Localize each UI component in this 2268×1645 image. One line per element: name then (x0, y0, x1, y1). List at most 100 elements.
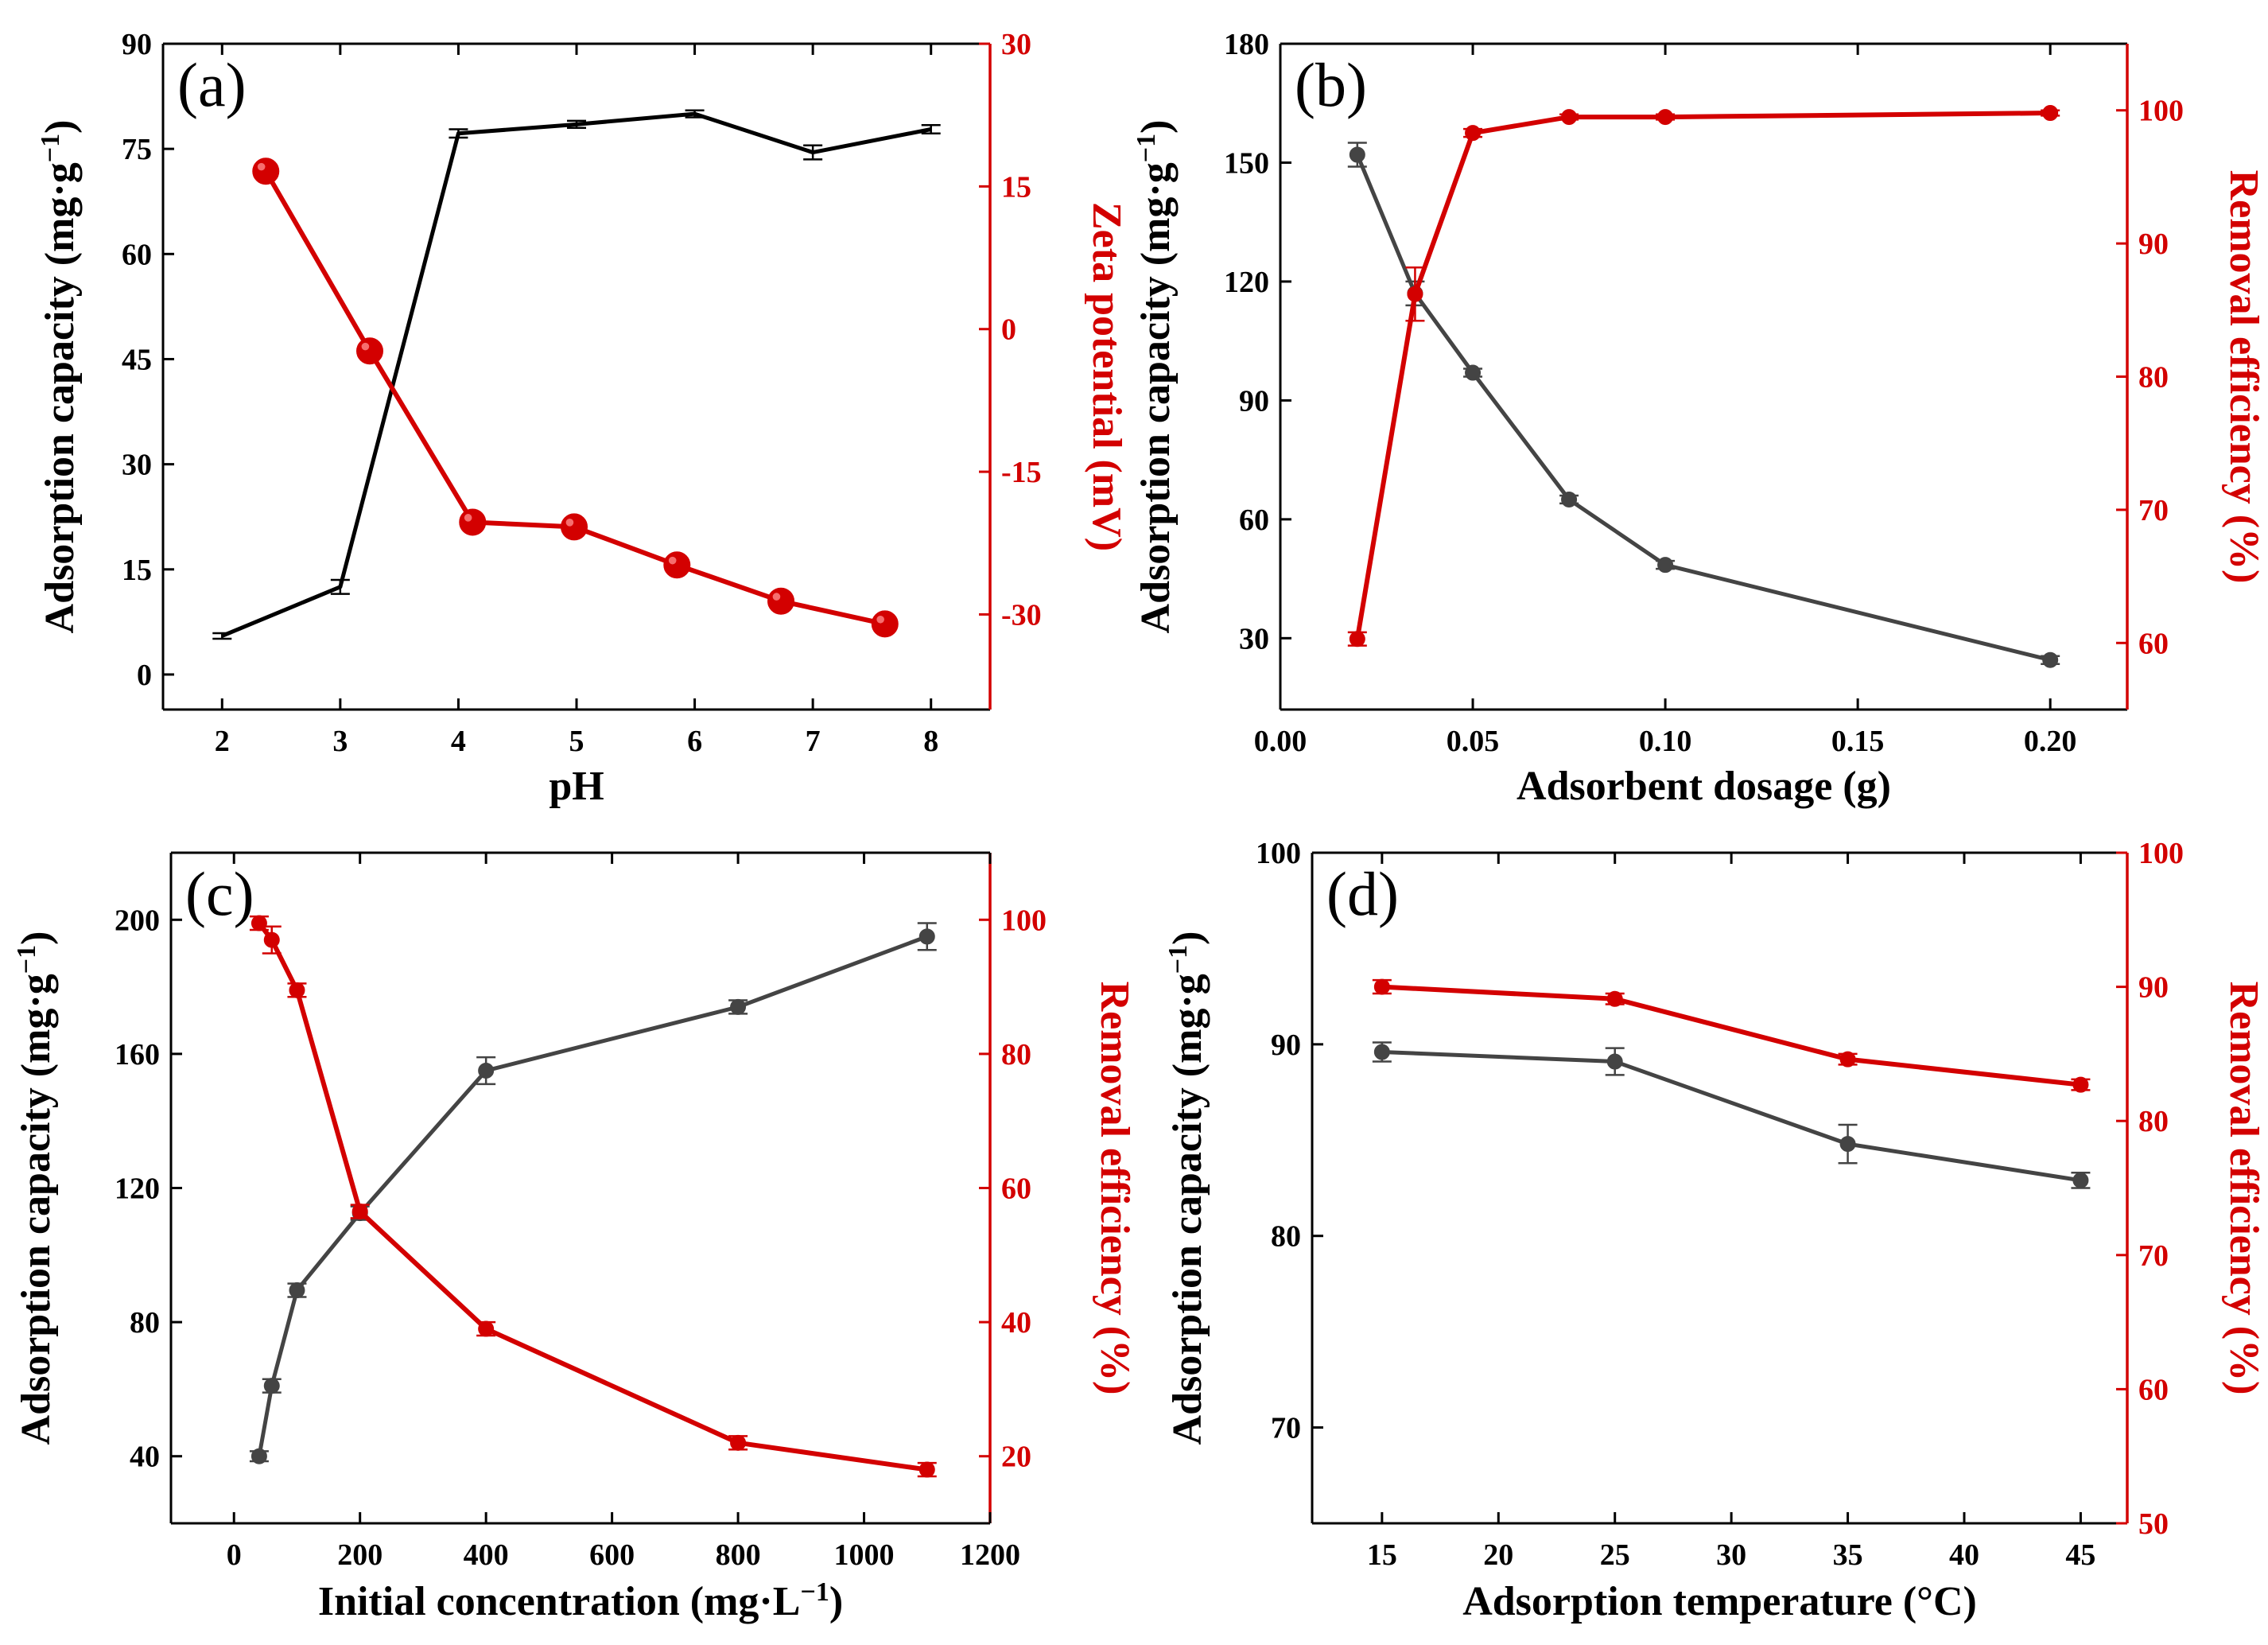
y2-tick-label: 100 (1001, 904, 1047, 937)
data-point (1657, 109, 1674, 126)
data-point (1373, 978, 1390, 995)
y2-tick-label: 60 (1001, 1172, 1031, 1206)
y-axis-label: Adsorption capacity (mg·g−1) (36, 120, 83, 634)
data-point (1561, 491, 1578, 508)
x-axis-label: Adsorption temperature (°C) (1462, 1579, 1977, 1624)
data-point (1465, 364, 1482, 381)
panel-label: (d) (1326, 859, 1399, 928)
data-point (351, 1204, 368, 1220)
x-tick-label: 0.15 (1831, 725, 1885, 758)
panel-label: (c) (185, 859, 254, 928)
y-axis-label: Adsorption capacity (mg·g−1) (12, 931, 60, 1445)
data-point (289, 1282, 305, 1299)
y2-tick-label: 60 (2138, 1373, 2169, 1406)
data-point (871, 610, 899, 638)
x-tick-label: 25 (1600, 1538, 1630, 1572)
data-point (459, 508, 487, 536)
x-tick-label: 200 (337, 1538, 383, 1572)
x-tick-label: 45 (2065, 1538, 2095, 1572)
series-line (221, 111, 932, 638)
data-point (1373, 1044, 1390, 1060)
data-point (1349, 146, 1365, 163)
x-tick-label: 7 (806, 725, 821, 758)
data-point-highlight (876, 615, 884, 624)
y-tick-label: 100 (1256, 837, 1301, 870)
data-point-highlight (257, 162, 266, 171)
data-point (918, 928, 935, 945)
y2-tick-label: 50 (2138, 1507, 2169, 1541)
x-tick-label: 1200 (960, 1538, 1020, 1572)
series-right (249, 915, 937, 1478)
y2-tick-label: 70 (2138, 1239, 2169, 1273)
series-line (257, 921, 928, 1472)
x-axis-label: Adsorbent dosage (g) (1517, 764, 1891, 809)
data-point (730, 1434, 747, 1451)
x-tick-label: 0.00 (1254, 725, 1307, 758)
y-tick-label: 150 (1224, 146, 1269, 180)
x-tick-label: 0 (227, 1538, 242, 1572)
y2-axis-label: Zeta potential (mV) (1084, 202, 1129, 551)
y2-tick-label: -15 (1001, 456, 1042, 489)
y2-tick-label: 70 (2138, 494, 2169, 527)
y-tick-label: 90 (122, 28, 152, 61)
x-tick-label: 800 (716, 1538, 761, 1572)
y-tick-label: 30 (122, 449, 152, 482)
y2-axis-label: Removal efficiency (%) (1092, 982, 1137, 1395)
panel-b: 0.00 0.05 0.10 0.15 0.20 30 60 90 120 150 180 60 70 8… (1132, 28, 2267, 809)
data-point (730, 998, 747, 1015)
series-line (1354, 111, 2051, 640)
y2-tick-label: 15 (1001, 170, 1031, 204)
data-point (2072, 1172, 2089, 1188)
data-point (561, 513, 588, 541)
y2-tick-label: 100 (2138, 837, 2184, 870)
y-tick-label: 15 (122, 554, 152, 587)
y-tick-label: 45 (122, 343, 152, 376)
x-tick-label: 15 (1367, 1538, 1397, 1572)
x-tick-label: 0.10 (1639, 725, 1692, 758)
series-left (212, 109, 941, 640)
data-point (478, 1320, 495, 1337)
data-point (250, 915, 267, 931)
series-line (1355, 154, 2051, 663)
panel-label: (b) (1295, 50, 1367, 119)
y-tick-label: 80 (130, 1306, 160, 1340)
data-point (1606, 1053, 1623, 1070)
y-tick-label: 200 (115, 904, 160, 937)
x-axis-label: Initial concentration (mg·L−1) (318, 1577, 843, 1625)
data-point (2042, 651, 2059, 668)
panel-a: 2 3 4 5 6 7 80153045607590-30-1501530pHAdsorpt… (36, 28, 1130, 809)
y-tick-label: 30 (1239, 622, 1269, 655)
data-point (918, 1461, 935, 1478)
series-line (1381, 984, 2081, 1087)
panel-label: (a) (177, 50, 247, 119)
series-right (252, 158, 899, 638)
y-axis-label: Adsorption capacity (mg·g−1) (1132, 120, 1179, 634)
series-line (263, 169, 886, 627)
data-point (1839, 1136, 1856, 1153)
y2-tick-label: 0 (1001, 313, 1016, 347)
y-tick-label: 75 (122, 133, 152, 166)
data-point-highlight (464, 514, 472, 522)
x-tick-label: 40 (1949, 1538, 1979, 1572)
data-point (1561, 109, 1578, 126)
y-tick-label: 90 (1239, 384, 1269, 418)
y-tick-label: 60 (1239, 504, 1269, 537)
x-tick-label: 30 (1716, 1538, 1746, 1572)
y-tick-label: 40 (130, 1441, 160, 1474)
data-point (1465, 125, 1482, 142)
series-left (1372, 1041, 2091, 1189)
y-tick-label: 120 (115, 1172, 160, 1206)
y-tick-label: 180 (1224, 28, 1269, 61)
y2-tick-label: 40 (1001, 1306, 1031, 1340)
series-right (1372, 978, 2091, 1093)
x-tick-label: 2 (215, 725, 230, 758)
data-point-highlight (361, 342, 370, 351)
y2-axis-label: Removal efficiency (%) (2221, 170, 2266, 584)
data-point (1839, 1051, 1856, 1068)
y-tick-label: 70 (1271, 1412, 1301, 1445)
x-tick-label: 0.20 (2024, 725, 2077, 758)
y-tick-label: 90 (1271, 1029, 1301, 1062)
series-left (1347, 142, 2060, 668)
data-point (263, 1378, 280, 1394)
data-point (2042, 105, 2059, 122)
